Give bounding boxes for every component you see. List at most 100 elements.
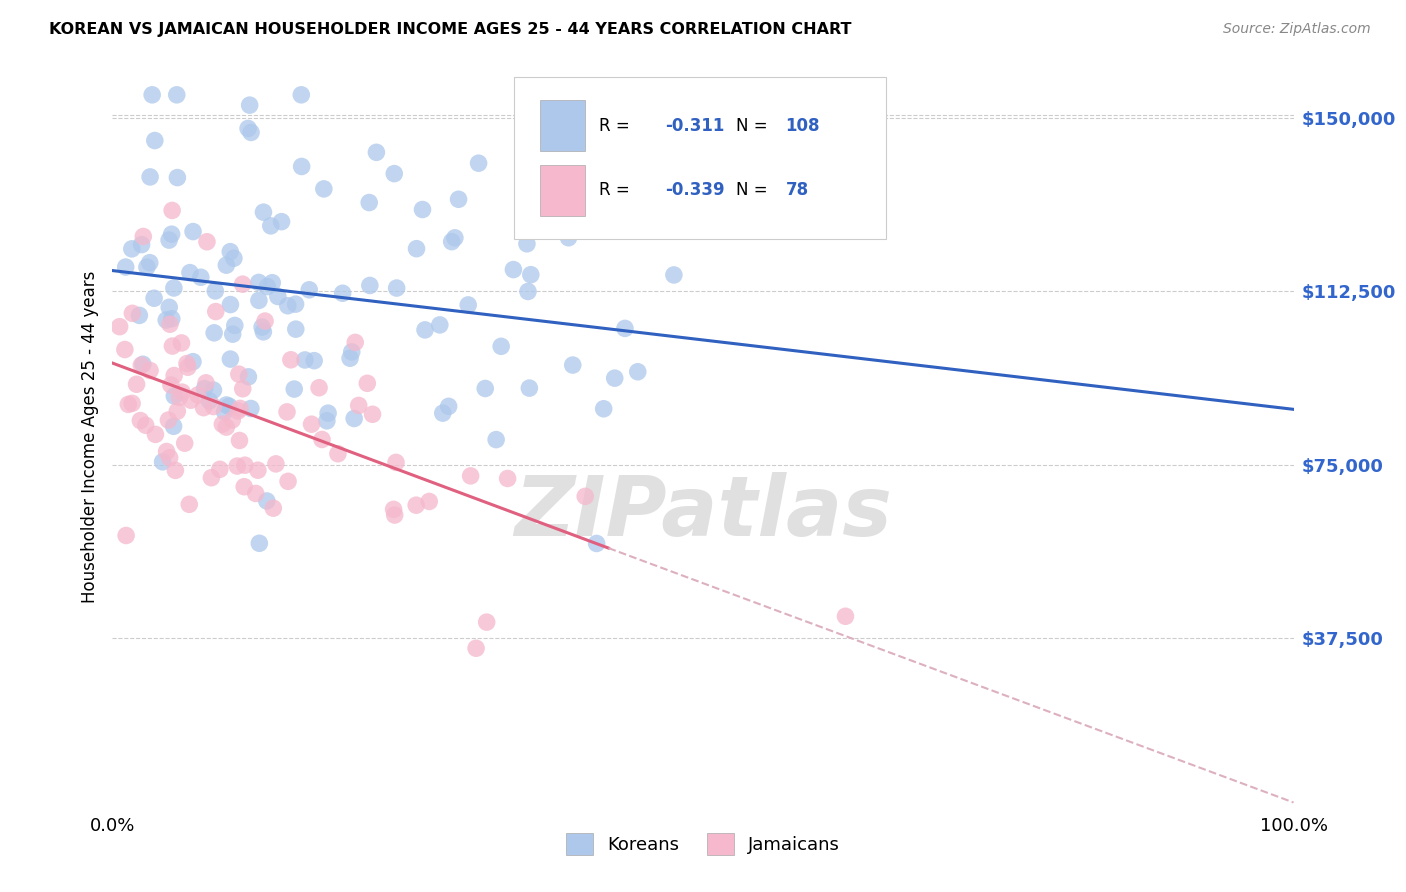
Point [114,343,136,357]
Point [520,268,543,282]
Point [382,502,405,516]
Point [254,314,277,328]
Point [339,351,361,366]
Point [457,298,479,312]
Point [502,262,524,277]
Y-axis label: Householder Income Ages 25 - 44 years: Householder Income Ages 25 - 44 years [82,271,100,603]
Point [193,382,215,396]
Point [444,231,467,245]
Point [214,405,236,419]
Point [264,457,287,471]
Point [467,156,489,170]
Point [385,281,408,295]
Text: R =: R = [599,181,636,199]
Point [165,463,187,477]
Text: 108: 108 [786,117,820,135]
Point [311,433,333,447]
Point [131,237,153,252]
Point [181,225,204,239]
Point [280,352,302,367]
Point [256,494,278,508]
Point [215,398,238,412]
Point [222,327,245,342]
Point [359,278,381,293]
Point [557,231,579,245]
Point [240,125,263,139]
Point [195,376,218,390]
Point [141,87,163,102]
Point [284,297,307,311]
Point [270,215,292,229]
Point [474,382,496,396]
Point [516,236,538,251]
Point [179,497,201,511]
Point [233,480,256,494]
Point [520,170,543,185]
Text: -0.339: -0.339 [665,181,725,199]
Text: KOREAN VS JAMAICAN HOUSEHOLDER INCOME AGES 25 - 44 YEARS CORRELATION CHART: KOREAN VS JAMAICAN HOUSEHOLDER INCOME AG… [49,22,852,37]
Point [332,286,354,301]
Point [135,260,157,274]
Point [239,98,262,112]
Point [246,463,269,477]
Point [177,360,200,375]
Point [496,471,519,485]
Point [132,229,155,244]
Point [232,277,254,292]
Point [219,297,242,311]
Point [160,203,183,218]
Point [316,406,339,420]
Point [359,195,381,210]
Text: 78: 78 [786,181,808,199]
Point [198,393,221,408]
Point [117,397,139,411]
Point [437,400,460,414]
Point [627,365,650,379]
Text: Source: ZipAtlas.com: Source: ZipAtlas.com [1223,22,1371,37]
Point [247,293,270,308]
Point [475,615,498,629]
Point [252,325,274,339]
Point [356,376,378,391]
Point [262,501,284,516]
Point [245,486,267,500]
Point [115,528,138,542]
Point [236,121,259,136]
Point [301,417,323,432]
Point [157,300,180,314]
Point [204,284,226,298]
Point [250,320,273,334]
Point [170,335,193,350]
Point [485,433,508,447]
Point [208,462,231,476]
Point [418,494,440,508]
Point [160,378,183,392]
Point [157,233,180,247]
Point [405,242,427,256]
Point [440,235,463,249]
Point [135,418,157,433]
Point [411,202,433,217]
Point [429,318,451,332]
Point [125,377,148,392]
Point [204,304,226,318]
Point [211,417,233,432]
Point [162,419,184,434]
Point [215,420,238,434]
Point [343,411,366,425]
Point [284,322,307,336]
Point [277,299,299,313]
Point [166,87,188,102]
Point [283,382,305,396]
Text: N =: N = [737,117,773,135]
Legend: Koreans, Jamaicans: Koreans, Jamaicans [558,826,848,863]
Point [180,393,202,408]
Text: N =: N = [737,181,773,199]
Point [298,283,321,297]
Point [238,369,260,384]
Point [139,363,162,377]
Point [256,279,278,293]
Point [131,358,153,372]
Point [221,413,243,427]
Point [143,291,166,305]
